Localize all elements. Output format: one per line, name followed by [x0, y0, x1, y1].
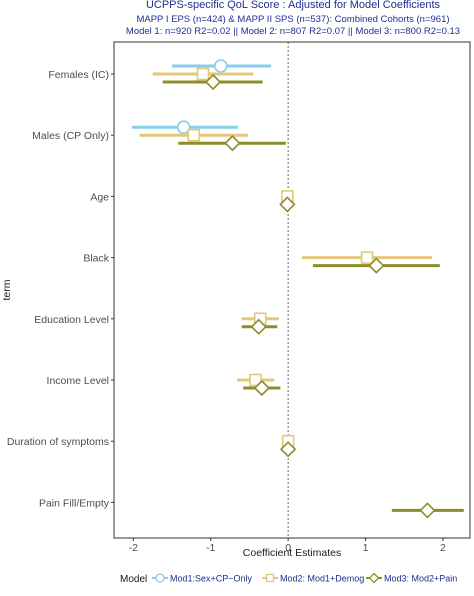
y-tick-label-black: Black — [83, 253, 109, 265]
chart-subtitle-line-2: Model 1: n=920 R2=0.02 || Model 2: n=807… — [126, 26, 460, 37]
y-tick-label-income-level: Income Level — [47, 375, 109, 387]
y-tick-label-duration-of-symptoms: Duration of symptoms — [7, 436, 109, 448]
point-mod3-mod2-pain-pain-fill-empty — [419, 502, 436, 519]
point-mod2-mod1-demog-black — [360, 251, 374, 264]
point-mod2-mod1-demog-females-ic — [196, 67, 210, 81]
chart-title: UCPPS-specific QoL Score : Adjusted for … — [146, 0, 441, 11]
point-mod3-mod2-pain-age — [279, 196, 296, 213]
point-mod1-sex-cp-only-males-cp-only — [176, 120, 191, 134]
point-mod3-mod2-pain-education-level — [250, 318, 267, 335]
x-tick-label: 0 — [285, 542, 291, 554]
y-axis-title: term — [1, 279, 13, 300]
estimate-marks — [131, 59, 464, 519]
x-tick-label: -2 — [129, 542, 138, 554]
x-tick-label: -1 — [206, 542, 215, 554]
legend-key-marker — [265, 573, 275, 583]
y-tick-label-pain-fill-empty: Pain Fill/Empty — [39, 497, 110, 509]
plot-panel — [113, 41, 471, 539]
point-mod1-sex-cp-only-females-ic — [214, 59, 228, 73]
x-axis-ticks: -2 -1 0 1 2 — [129, 538, 446, 554]
legend-key-marker — [155, 573, 165, 583]
point-mod3-mod2-pain-black — [368, 257, 385, 274]
y-tick-label-males-cp-only: Males (CP Only) — [32, 130, 109, 142]
legend-label: Mod1:Sex+CP−Only — [170, 574, 253, 584]
y-tick-label-age: Age — [90, 191, 109, 203]
y-tick-label-females-ic: Females (IC) — [48, 69, 109, 81]
y-tick-label-education-level: Education Level — [34, 314, 109, 326]
point-mod3-mod2-pain-duration-of-symptoms — [279, 441, 297, 458]
legend-label: Mod2: Mod1+Demog — [280, 574, 364, 584]
legend-item-mod1-sex-cp-only: Mod1:Sex+CP−Only — [152, 573, 253, 584]
y-axis-ticks: Females (IC) Males (CP Only) Age Black Educa… — [7, 69, 114, 509]
legend-key-marker — [368, 572, 380, 584]
point-mod2-mod1-demog-income-level — [249, 373, 262, 387]
point-mod3-mod2-pain-males-cp-only — [224, 135, 241, 152]
legend-item-mod3-mod2-pain: Mod3: Mod2+Pain — [366, 572, 457, 584]
x-tick-label: 2 — [440, 542, 446, 554]
series-mod2-mod1-demog — [139, 67, 433, 448]
series-mod3-mod2-pain — [162, 73, 464, 519]
chart-subtitle-line-1: MAPP I EPS (n=424) & MAPP II SPS (n=537)… — [136, 14, 449, 25]
legend-item-mod2-mod1-demog: Mod2: Mod1+Demog — [262, 574, 364, 584]
legend: Model Mod1:Sex+CP−Only Mod2: Mod1+Demog Mo… — [120, 572, 457, 585]
legend-label: Mod3: Mod2+Pain — [384, 574, 457, 584]
point-mod3-mod2-pain-income-level — [253, 379, 270, 397]
x-axis-title: Coefficient Estimates — [243, 547, 341, 559]
x-tick-label: 1 — [363, 542, 369, 554]
point-mod3-mod2-pain-females-ic — [204, 73, 222, 91]
legend-title: Model — [120, 574, 147, 585]
point-mod2-mod1-demog-males-cp-only — [187, 128, 201, 142]
series-mod1-sex-cp-only — [131, 59, 272, 134]
